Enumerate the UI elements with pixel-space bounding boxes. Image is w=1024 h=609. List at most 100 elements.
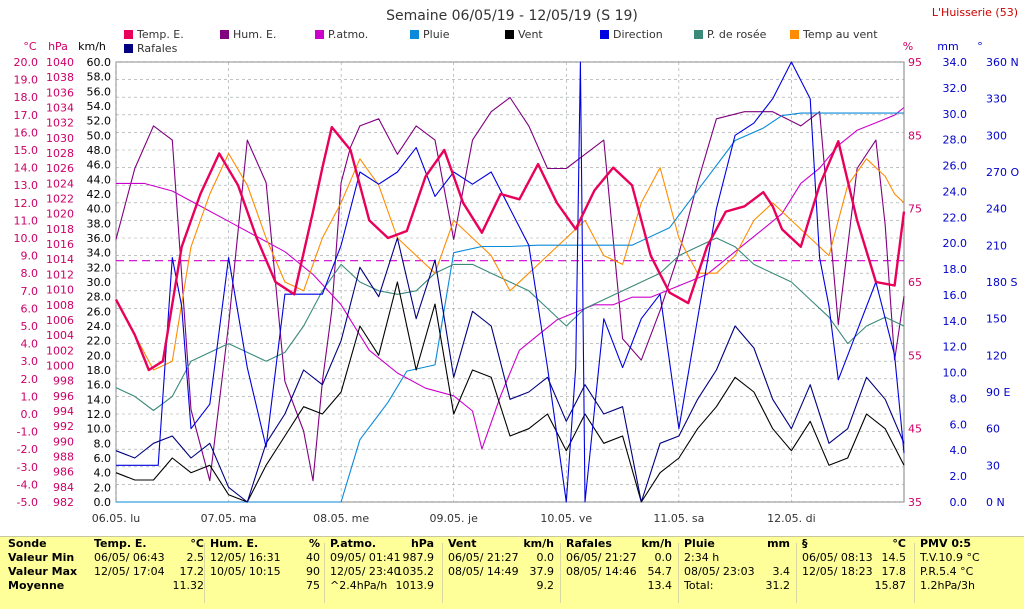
tick-label-dir: 150	[986, 313, 1007, 326]
stat-avg: ^2.4hPa/h 1013.9	[330, 579, 434, 593]
tick-label-wind: 22.0	[87, 335, 112, 348]
tick-label-rain: 34.0	[943, 56, 968, 69]
stat-max-value: 17.8	[881, 565, 907, 578]
stat-avg: 1.2hPa/3h	[920, 579, 1016, 593]
tick-label-dir: 90 E	[986, 386, 1010, 399]
tick-label-wind: 26.0	[87, 305, 112, 318]
stat-max-label: P.R.5.4 °C	[920, 565, 974, 578]
tick-label-hum: 65	[908, 276, 922, 289]
tick-label-temp: 18.0	[14, 91, 39, 104]
stat-min-label: 06/05/ 08:13	[802, 551, 873, 564]
stat-header: Hum. E.%	[210, 537, 320, 551]
stat-header-value: °C	[892, 537, 906, 550]
tick-label-press: 1018	[46, 223, 74, 236]
axis-unit-temp: °C	[23, 40, 37, 53]
stat-avg: Total: 31.2	[684, 579, 790, 593]
tick-label-press: 1020	[46, 208, 74, 221]
tick-label-press: 1030	[46, 132, 74, 145]
legend-label-vent: Vent	[518, 28, 543, 41]
tick-label-press: 1040	[46, 56, 74, 69]
tick-label-rain: 30.0	[943, 108, 968, 121]
tick-label-rain: 16.0	[943, 289, 968, 302]
tick-label-temp: 3.0	[21, 355, 39, 368]
series-line-pluie	[116, 112, 904, 503]
stat-avg: 9.2	[448, 579, 555, 593]
tick-label-wind: 50.0	[87, 129, 112, 142]
tick-label-wind: 56.0	[87, 85, 112, 98]
tick-label-temp: 11.0	[14, 214, 39, 227]
series-line-hum	[115, 96, 905, 482]
stat-min: 06/05/ 21:27 0.0	[448, 551, 554, 565]
stat-separator	[678, 543, 679, 603]
stat-separator	[442, 543, 443, 603]
stat-block: Pluie mm 2:34 h 08/05/ 23:03 3.4 Total: 31.2	[684, 537, 790, 609]
tick-label-wind: 60.0	[87, 56, 112, 69]
tick-label-wind: 4.0	[94, 467, 112, 480]
stat-header-label: §	[802, 537, 808, 550]
tick-label-hum: 55	[908, 349, 922, 362]
tick-label-temp: 7.0	[21, 285, 39, 298]
series-line-rafales	[115, 237, 905, 503]
stat-header: Vent km/h	[448, 537, 554, 551]
stat-max-label: 12/05/ 17:04	[94, 565, 165, 578]
legend-swatch-vent	[505, 30, 514, 39]
stat-avg-label: Total:	[684, 579, 714, 592]
tick-label-dir: 0 N	[986, 496, 1005, 509]
tick-label-press: 1016	[46, 238, 74, 251]
stat-min-value: 987.9	[402, 551, 435, 564]
stat-min: 06/05/ 21:27 0.0	[566, 551, 672, 565]
axis-unit-hum: %	[903, 40, 913, 53]
stat-max-value: 54.7	[647, 565, 673, 578]
stat-header-value: km/h	[523, 537, 554, 550]
legend-swatch-pluie	[410, 30, 419, 39]
tick-label-temp: 9.0	[21, 250, 39, 263]
stat-max-value: 90	[306, 565, 320, 578]
stat-min-value: 2.5	[186, 551, 205, 564]
stat-header: Pluie mm	[684, 537, 790, 551]
legend: Temp. E. Hum. E. P.atmo. Pluie Vent Direction…	[124, 28, 878, 55]
tick-label-dir: 270 O	[986, 166, 1019, 179]
tick-label-rain: 2.0	[950, 470, 968, 483]
stat-header: Rafales km/h	[566, 537, 672, 551]
stat-header-value: %	[308, 537, 320, 550]
tick-label-dir: 360 N	[986, 56, 1019, 69]
stat-avg-value: 9.2	[536, 579, 555, 592]
tick-label-press: 1008	[46, 299, 74, 312]
x-tick-label: 06.05. lu	[92, 512, 141, 525]
stat-max: 12/05/ 18:23 17.8	[802, 565, 906, 579]
stat-avg: 15.87	[802, 579, 907, 593]
stat-avg-label: 1.2hPa/3h	[920, 579, 976, 592]
tick-label-temp: 13.0	[14, 179, 39, 192]
tick-label-wind: 32.0	[87, 261, 112, 274]
stat-min-label: 06/05/ 21:27	[448, 551, 519, 564]
stat-separator	[324, 543, 325, 603]
stat-block: P.atmo. hPa 09/05/ 01:41 987.9 12/05/ 23:40 1…	[330, 537, 434, 609]
legend-label-pluie: Pluie	[423, 28, 450, 41]
tick-label-rain: 20.0	[943, 237, 968, 250]
stat-block: Temp. E. °C 06/05/ 06:43 2.5 12/05/ 17:04 17.…	[94, 537, 204, 609]
tick-label-press: 1036	[46, 86, 74, 99]
stat-max: 08/05/ 23:03 3.4	[684, 565, 790, 579]
stat-max: 12/05/ 17:04 17.2	[94, 565, 204, 579]
tick-label-temp: 10.0	[14, 232, 39, 245]
tick-label-rain: 28.0	[943, 134, 968, 147]
stat-max: 10/05/ 10:15 90	[210, 565, 320, 579]
stat-header-value: hPa	[410, 537, 434, 550]
tick-label-wind: 38.0	[87, 217, 112, 230]
stat-header-label: Hum. E.	[210, 537, 259, 550]
legend-label-patmo: P.atmo.	[328, 28, 368, 41]
tick-label-dir: 210	[986, 239, 1007, 252]
tick-label-wind: 2.0	[94, 481, 112, 494]
tick-label-press: 1006	[46, 314, 74, 327]
stat-avg-value: 11.32	[172, 579, 205, 592]
stat-min-value: 0.0	[654, 551, 673, 564]
tick-label-temp: -2.0	[17, 443, 38, 456]
stat-avg-label: ^2.4hPa/h	[330, 579, 388, 592]
stat-avg-value: 31.2	[765, 579, 791, 592]
stat-header: PMV 0:5	[920, 537, 1016, 551]
tick-label-press: 1026	[46, 162, 74, 175]
stat-max-label: 08/05/ 23:03	[684, 565, 755, 578]
stat-min-label: 2:34 h	[684, 551, 720, 564]
tick-label-hum: 95	[908, 56, 922, 69]
axis-ticks: 20.0 19.0 18.0 17.0 16.0 15.0 14.0 13.0 12.0 11.0…	[14, 56, 1020, 509]
